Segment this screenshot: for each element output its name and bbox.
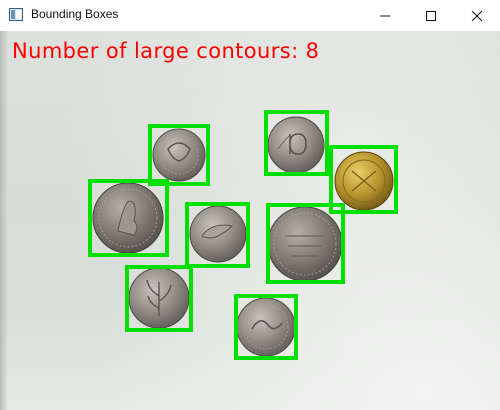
coin-center: [189, 205, 247, 263]
bounding-boxes: [88, 110, 398, 360]
coin-bottom-center: [236, 297, 296, 357]
photo-edge-shadow: [0, 31, 8, 410]
contour-count-label: Number of large contours: 8: [12, 39, 320, 63]
image-canvas: Number of large contours: 8: [0, 31, 500, 410]
opencv-window-icon: [9, 8, 23, 21]
coin-left-large: [92, 182, 164, 254]
title-bar[interactable]: Bounding Boxes: [0, 0, 500, 31]
bbox-1: [148, 124, 210, 186]
maximize-icon: [426, 10, 436, 21]
coin-top-right-10: [267, 116, 325, 174]
maximize-button[interactable]: [408, 0, 454, 31]
window-title: Bounding Boxes: [31, 7, 119, 21]
coin-right-large: [267, 206, 343, 282]
bbox-3: [329, 145, 398, 214]
coin-top-small: [152, 128, 206, 182]
bbox-7: [125, 265, 193, 332]
minimize-button[interactable]: [362, 0, 408, 31]
bbox-6: [266, 203, 345, 284]
bbox-2: [264, 110, 329, 176]
bbox-4: [88, 179, 169, 257]
bbox-5: [185, 202, 250, 268]
coin-gold: [334, 151, 394, 211]
close-icon: [471, 10, 483, 21]
close-button[interactable]: [454, 0, 500, 31]
coins-layer: [88, 110, 398, 360]
bbox-8: [234, 294, 298, 360]
coin-bottom-left: [128, 267, 190, 329]
minimize-icon: [380, 15, 390, 16]
